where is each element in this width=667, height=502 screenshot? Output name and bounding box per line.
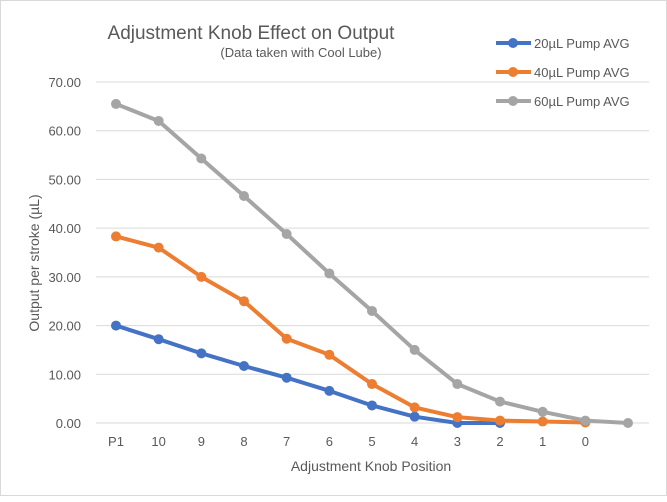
- y-tick-label: 50.00: [48, 172, 81, 187]
- y-tick-label: 20.00: [48, 319, 81, 334]
- x-tick-label: 2: [496, 434, 503, 449]
- data-point: [324, 268, 335, 279]
- data-point: [324, 385, 335, 396]
- data-point: [153, 242, 164, 253]
- y-tick-label: 0.00: [56, 416, 81, 431]
- series-line: [114, 234, 588, 425]
- data-point: [281, 333, 292, 344]
- data-point: [239, 296, 249, 307]
- x-tick-label: 0: [582, 434, 589, 449]
- x-tick-label: 1: [539, 434, 546, 449]
- data-point: [580, 415, 591, 426]
- data-point: [111, 231, 121, 242]
- data-point: [111, 320, 121, 331]
- legend-marker: [508, 38, 518, 48]
- x-tick-label: 7: [283, 434, 290, 449]
- data-point: [452, 379, 463, 390]
- y-tick-label: 40.00: [48, 221, 81, 236]
- data-point: [452, 412, 463, 423]
- data-point: [367, 379, 377, 390]
- series-2: [111, 231, 591, 428]
- legend-item: 40µL Pump AVG: [496, 65, 630, 80]
- data-point: [324, 349, 335, 360]
- data-point: [495, 396, 505, 407]
- legend-marker: [508, 96, 518, 106]
- y-tick-label: 70.00: [48, 75, 81, 90]
- legend-marker: [508, 67, 518, 77]
- legend-item: 20µL Pump AVG: [496, 36, 630, 51]
- data-point: [196, 153, 207, 164]
- x-tick-label: 6: [326, 434, 333, 449]
- y-tick-label: 60.00: [48, 124, 81, 139]
- data-point: [409, 411, 420, 422]
- x-tick-label: 5: [368, 434, 375, 449]
- x-axis-label: Adjustment Knob Position: [291, 458, 451, 474]
- data-point: [111, 98, 121, 109]
- data-point: [239, 361, 249, 372]
- data-point: [281, 228, 292, 239]
- legend-label: 60µL Pump AVG: [534, 94, 630, 109]
- data-point: [537, 406, 548, 417]
- data-point: [239, 190, 249, 201]
- x-tick-label: 3: [454, 434, 461, 449]
- data-point: [409, 402, 420, 413]
- series-3: [111, 98, 633, 428]
- series-line: [114, 323, 502, 425]
- data-point: [153, 334, 164, 345]
- legend-item: 60µL Pump AVG: [496, 94, 630, 109]
- x-tick-label: P1: [108, 434, 124, 449]
- x-tick-label: 4: [411, 434, 418, 449]
- data-point: [281, 372, 292, 383]
- y-tick-label: 10.00: [48, 367, 81, 382]
- legend-label: 40µL Pump AVG: [534, 65, 630, 80]
- legend-label: 20µL Pump AVG: [534, 36, 630, 51]
- data-point: [367, 305, 377, 316]
- chart-title: Adjustment Knob Effect on Output: [108, 23, 396, 44]
- data-point: [367, 400, 377, 411]
- series-line: [114, 101, 630, 425]
- y-axis-label: Output per stroke (µL): [26, 194, 42, 331]
- data-point: [153, 115, 164, 126]
- data-point: [495, 415, 505, 426]
- x-tick-label: 10: [151, 434, 165, 449]
- data-point: [623, 418, 633, 428]
- x-tick-label: 8: [240, 434, 247, 449]
- chart-subtitle: (Data taken with Cool Lube): [220, 45, 381, 60]
- data-point: [196, 348, 207, 359]
- y-tick-label: 30.00: [48, 270, 81, 285]
- data-point: [409, 344, 420, 355]
- data-point: [537, 416, 548, 427]
- data-point: [196, 271, 207, 282]
- x-tick-label: 9: [198, 434, 205, 449]
